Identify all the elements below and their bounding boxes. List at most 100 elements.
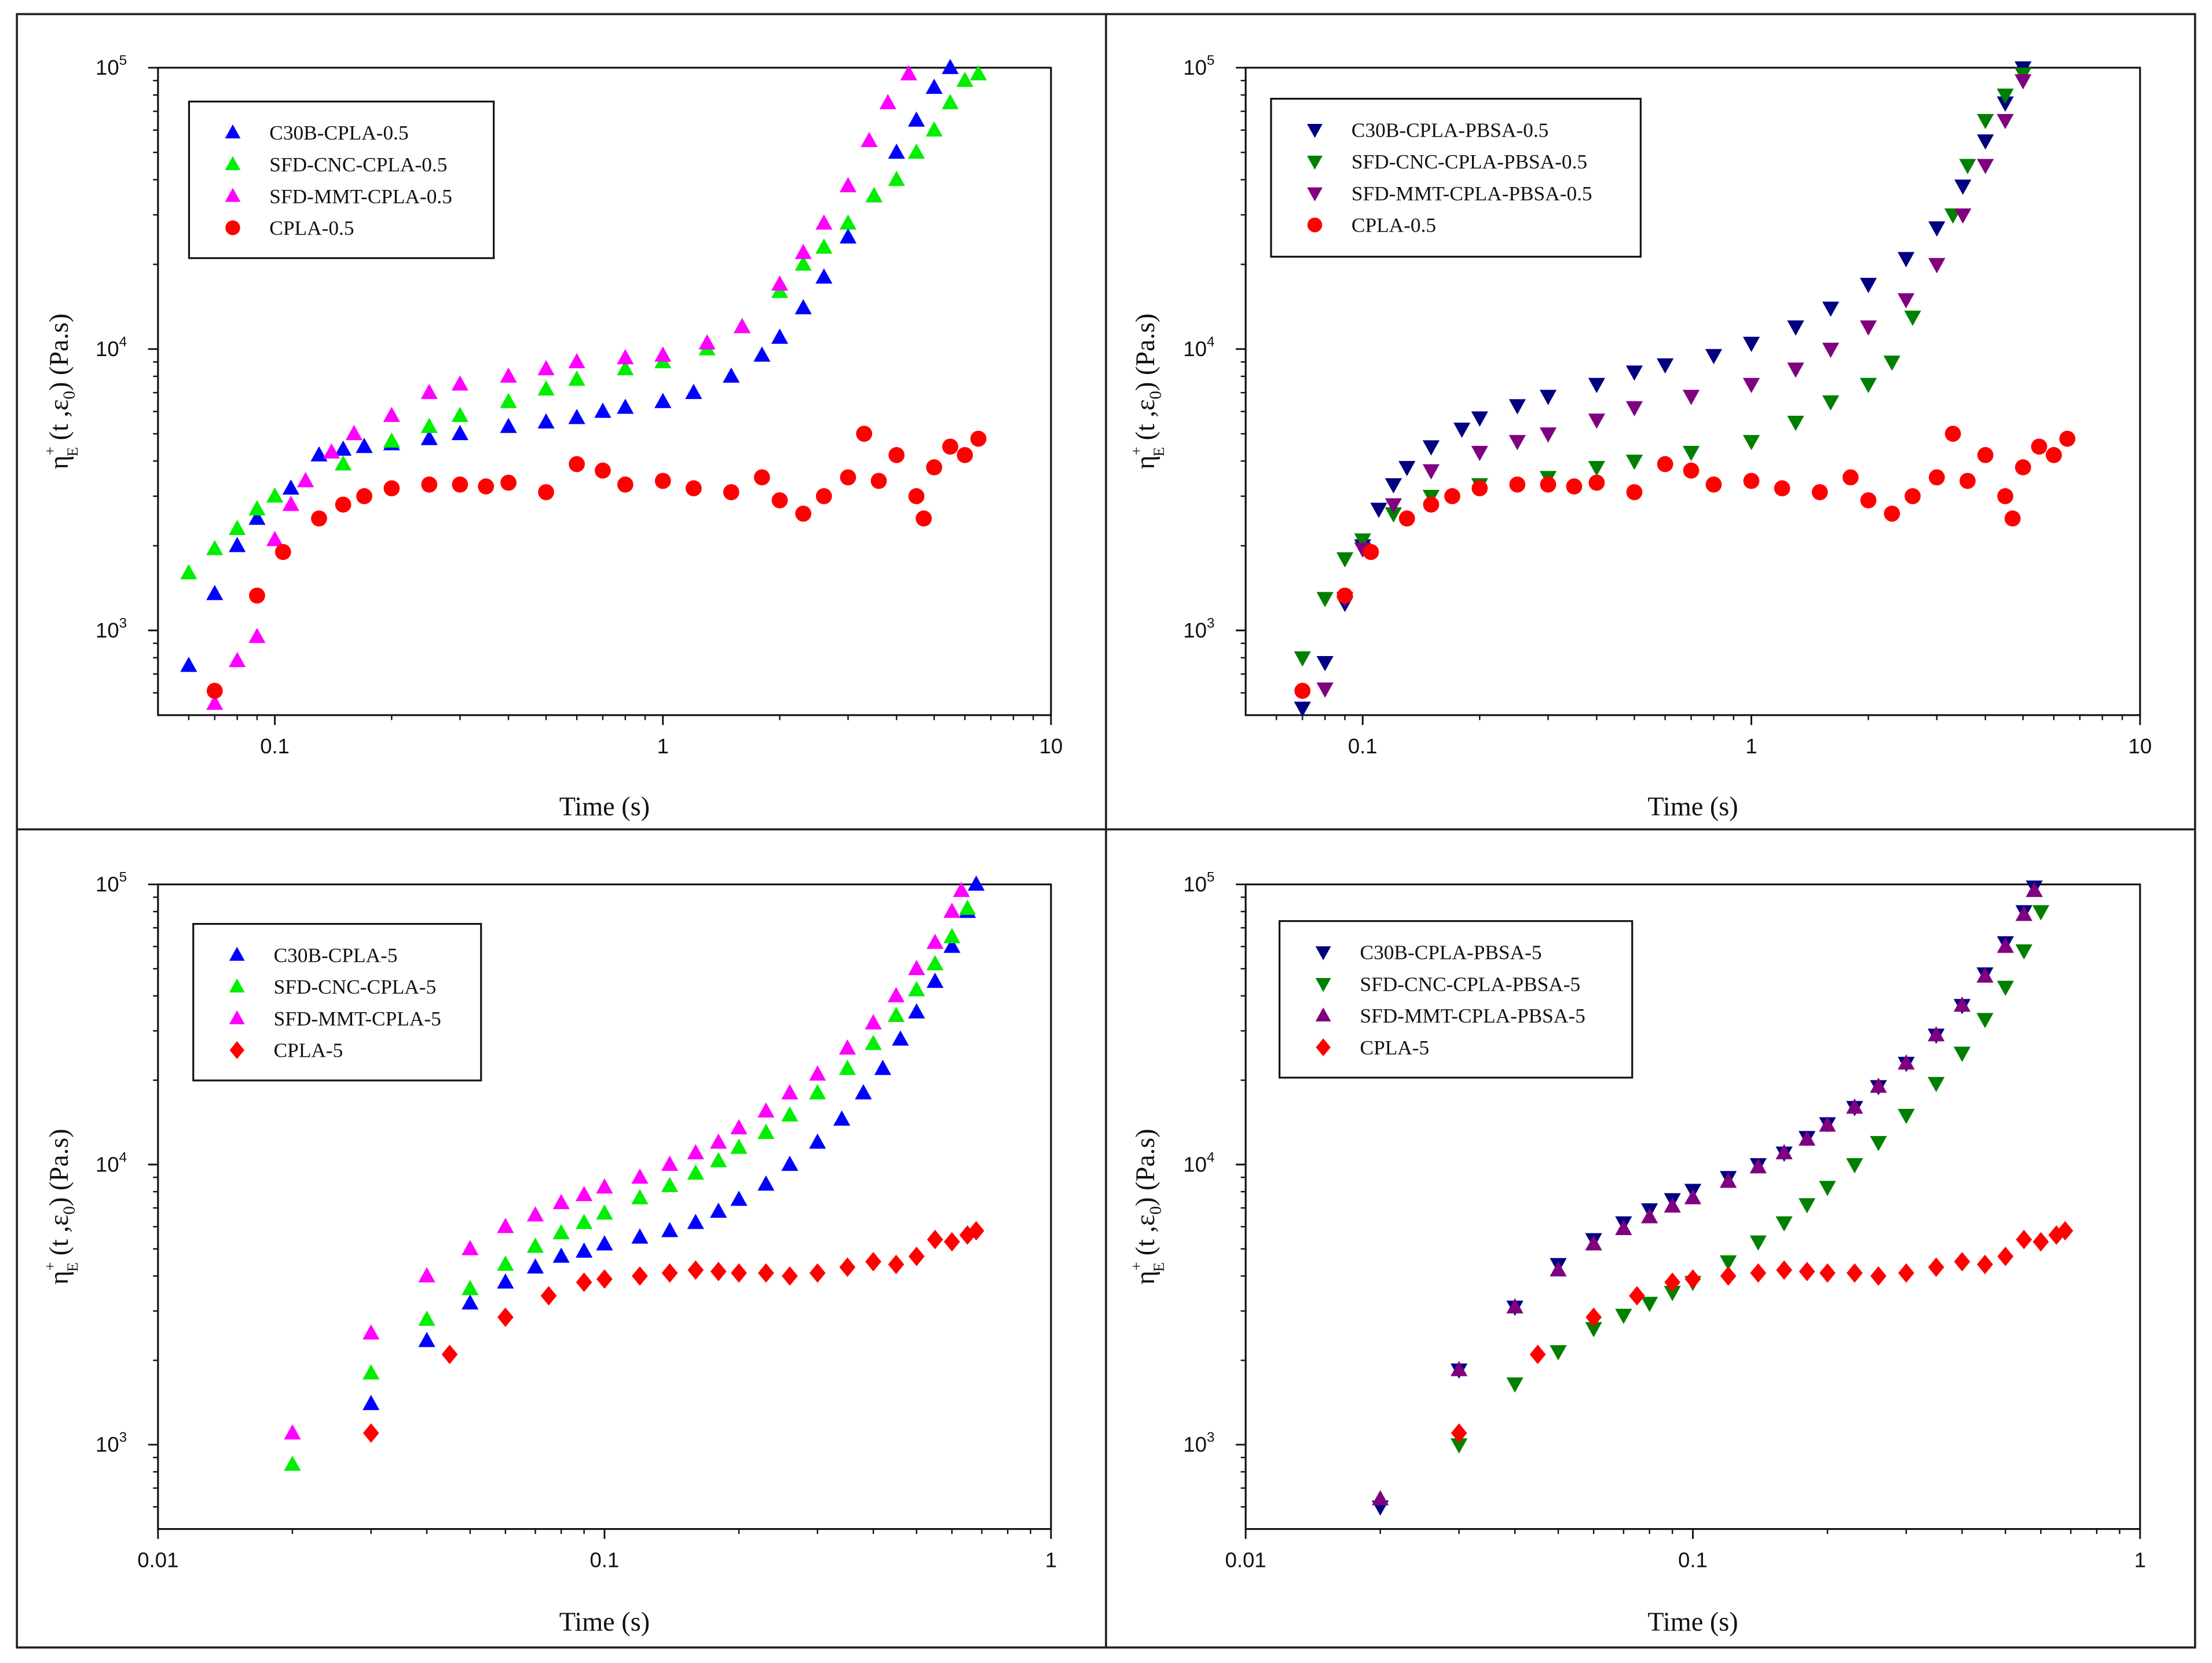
data-point <box>1811 484 1828 500</box>
data-point <box>1385 478 1402 494</box>
data-point <box>2048 1225 2065 1245</box>
data-point <box>1742 435 1760 450</box>
data-point <box>1954 208 1972 224</box>
legend-label: C30B-CPLA-PBSA-5 <box>1360 941 1542 964</box>
data-point <box>1798 1198 1816 1214</box>
x-tick-label: 1 <box>2134 1548 2146 1572</box>
data-point <box>1316 682 1334 698</box>
data-point <box>1928 258 1946 273</box>
data-point <box>1928 1076 1945 1093</box>
x-tick-label: 10 <box>2128 734 2152 758</box>
data-point <box>907 111 925 127</box>
data-point <box>500 474 517 491</box>
series-SFD-CNC-CPLA-5 <box>284 899 976 1471</box>
data-point <box>248 628 266 643</box>
data-point <box>942 438 958 455</box>
data-point <box>1336 552 1354 568</box>
x-axis: 0.1 1 10 Time (s) <box>1276 715 2152 822</box>
data-point <box>654 393 672 408</box>
data-point <box>1683 462 1700 479</box>
data-point <box>552 1193 570 1210</box>
data-point <box>892 1030 909 1046</box>
data-point <box>943 928 961 943</box>
data-point <box>1451 1361 1468 1376</box>
data-point <box>1997 980 2014 997</box>
y-tick-label: 104 <box>1183 334 1214 361</box>
data-point <box>383 432 400 448</box>
data-point <box>1506 1377 1524 1393</box>
data-point <box>1294 651 1311 667</box>
data-point <box>1506 1298 1524 1314</box>
data-point <box>284 1424 301 1439</box>
data-point <box>1944 426 1961 442</box>
data-point <box>1684 1189 1702 1204</box>
y-tick-exponent: 5 <box>1207 869 1215 885</box>
data-point <box>335 455 352 471</box>
data-point <box>757 1102 775 1118</box>
legend-label: C30B-CPLA-5 <box>274 944 398 966</box>
y-tick-base: 10 <box>1183 1152 1207 1176</box>
data-point <box>956 71 973 87</box>
data-point <box>2016 1229 2032 1250</box>
y-tick-label: 104 <box>96 1149 127 1176</box>
data-point <box>1859 320 1877 336</box>
x-tick-label: 0.1 <box>1678 1548 1708 1572</box>
x-axis: 0.1 1 10 Time (s) <box>188 715 1063 822</box>
data-point <box>1822 395 1840 411</box>
data-point <box>839 228 857 244</box>
y-tick-exponent: 3 <box>119 1430 127 1445</box>
data-point <box>1822 342 1840 358</box>
data-point <box>1928 1026 1945 1042</box>
data-point <box>794 244 812 259</box>
y-tick-base: 10 <box>1183 56 1207 79</box>
data-point <box>1664 1197 1681 1213</box>
data-point <box>1997 1246 2014 1266</box>
data-point <box>1664 1285 1681 1302</box>
data-point <box>1928 221 1946 237</box>
data-point <box>860 131 878 148</box>
y-tick-base: 10 <box>96 337 119 361</box>
data-point <box>2015 944 2032 960</box>
data-point <box>925 78 943 94</box>
data-point <box>538 484 554 500</box>
data-point <box>926 1229 943 1250</box>
legend-label: C30B-CPLA-PBSA-0.5 <box>1352 119 1548 141</box>
x-tick-label: 1 <box>657 734 669 758</box>
y-tick-base: 10 <box>1183 873 1207 896</box>
data-point <box>1774 480 1790 497</box>
y-axis-label: η+ E (t ,ε0) (Pa.s) <box>1127 313 1167 469</box>
data-point <box>1883 356 1900 371</box>
data-point <box>943 937 961 953</box>
data-point <box>888 447 905 463</box>
legend-marker-icon <box>225 124 241 139</box>
series-SFD-MMT-CPLA-5 <box>284 881 970 1439</box>
series-CPLA-0.5 <box>206 426 987 699</box>
y-axis-label: η+ E (t ,ε0) (Pa.s) <box>41 313 81 469</box>
data-point <box>632 1266 648 1286</box>
data-point <box>1529 1345 1546 1364</box>
y-tick-base: 10 <box>1183 618 1207 642</box>
x-tick-label: 0.01 <box>137 1548 178 1572</box>
y-label-args: (t ,ε <box>1131 400 1160 447</box>
data-point <box>420 417 438 433</box>
y-label-sub: E <box>64 1262 81 1272</box>
data-point <box>249 587 265 604</box>
data-point <box>568 370 585 386</box>
data-point <box>345 424 363 441</box>
data-point <box>1471 480 1488 497</box>
data-point <box>1508 399 1526 415</box>
data-point <box>1422 464 1440 480</box>
data-point <box>1819 1263 1836 1283</box>
data-point <box>794 299 812 314</box>
legend-label: SFD-MMT-CPLA-0.5 <box>269 185 452 208</box>
y-tick-label: 103 <box>1183 1430 1214 1456</box>
data-point <box>206 540 224 555</box>
y-tick-exponent: 5 <box>119 53 127 68</box>
data-point <box>710 1262 727 1281</box>
data-point <box>809 1065 826 1081</box>
data-point <box>855 1084 872 1100</box>
data-point <box>1550 1345 1567 1361</box>
data-point <box>661 1177 679 1192</box>
data-point <box>908 981 925 997</box>
